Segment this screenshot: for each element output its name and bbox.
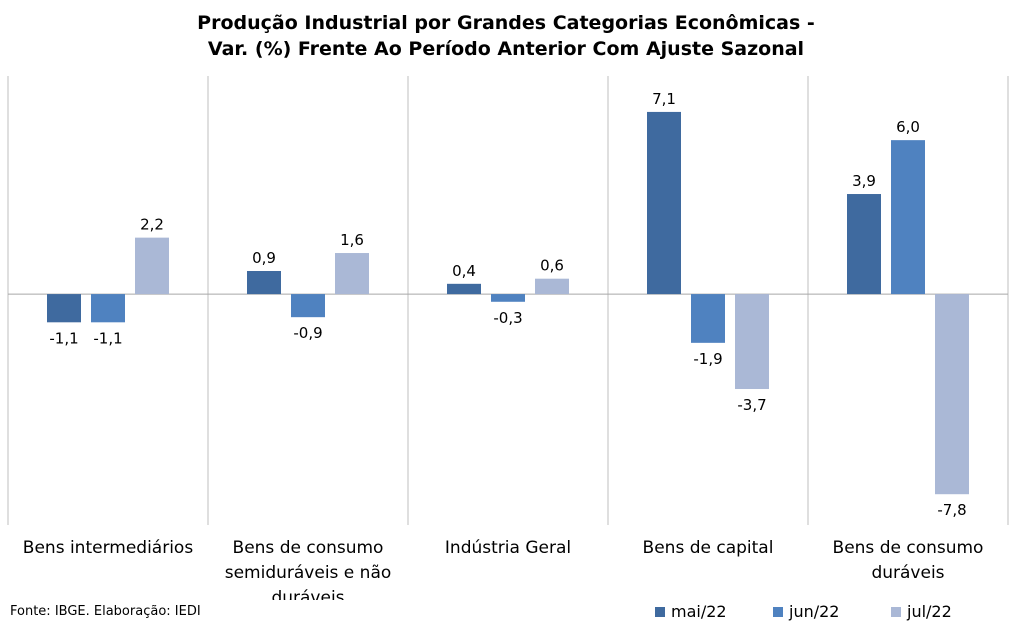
- data-label: -1,1: [49, 329, 78, 347]
- legend: mai/22 jun/22 jul/22: [655, 602, 1009, 621]
- legend-label: jul/22: [907, 602, 952, 621]
- category-label: semiduráveis e não: [225, 563, 392, 583]
- legend-swatch: [891, 606, 901, 617]
- bar-chart: -1,1 -1,1 2,2 Bens intermediários 0,9 -0,9 1,6…: [7, 76, 1009, 600]
- data-label: 7,1: [652, 90, 676, 108]
- legend-item: jul/22: [891, 602, 1009, 621]
- bar: [847, 194, 881, 295]
- legend-swatch: [773, 606, 783, 617]
- category-label: duráveis: [271, 588, 344, 600]
- data-label: -1,1: [93, 329, 122, 347]
- category-label: Bens de consumo: [233, 538, 384, 558]
- category-label: Indústria Geral: [445, 538, 571, 558]
- bar: [735, 294, 769, 390]
- legend-item: jun/22: [773, 602, 891, 621]
- category-label: Bens de consumo: [833, 538, 984, 558]
- bar: [647, 111, 681, 295]
- bar: [47, 294, 81, 323]
- category-label: Bens de capital: [643, 538, 774, 558]
- legend-item: mai/22: [655, 602, 773, 621]
- data-label: -3,7: [737, 396, 766, 414]
- bar: [291, 294, 325, 318]
- data-label: 3,9: [852, 172, 876, 190]
- data-label: -1,9: [693, 350, 722, 368]
- bar: [535, 278, 569, 295]
- data-label: 0,4: [452, 262, 476, 280]
- bar: [335, 253, 369, 295]
- data-label: 2,2: [140, 216, 164, 234]
- bar: [891, 140, 925, 295]
- chart-title-line1: Produção Industrial por Grandes Categori…: [197, 12, 815, 34]
- bar: [935, 294, 969, 495]
- data-label: -0,9: [293, 324, 322, 342]
- legend-label: jun/22: [789, 602, 840, 621]
- data-label: -7,8: [937, 501, 966, 519]
- bar: [691, 294, 725, 343]
- data-label: 0,6: [540, 257, 564, 275]
- bar: [247, 270, 281, 295]
- bar: [91, 294, 125, 323]
- bar: [447, 283, 481, 295]
- data-label: 1,6: [340, 231, 364, 249]
- category-label: duráveis: [871, 563, 944, 583]
- chart-title-line2: Var. (%) Frente Ao Período Anterior Com …: [207, 38, 805, 60]
- source-note: Fonte: IBGE. Elaboração: IEDI: [10, 604, 201, 619]
- chart-title: Produção Industrial por Grandes Categori…: [0, 10, 1012, 62]
- legend-label: mai/22: [671, 602, 727, 621]
- legend-swatch: [655, 606, 665, 617]
- data-label: -0,3: [493, 309, 522, 327]
- bar: [135, 237, 169, 295]
- data-label: 6,0: [896, 118, 920, 136]
- data-label: 0,9: [252, 249, 276, 267]
- bar: [491, 294, 525, 302]
- category-label: Bens intermediários: [23, 538, 194, 558]
